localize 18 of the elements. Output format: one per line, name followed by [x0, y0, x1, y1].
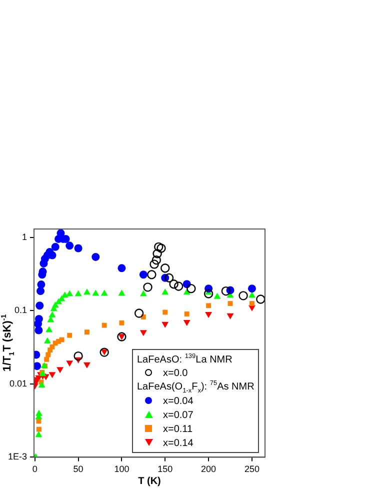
legend-label: x=0.11: [163, 424, 193, 435]
legend-label: x=0.07: [163, 410, 194, 421]
y-tick-label: 1E-3: [8, 452, 27, 462]
x-tick-label: 200: [201, 464, 216, 474]
annotation: LaFeAs(O$_{1-x}$F$_{x}$): $^{75}$As NMR: [137, 380, 254, 394]
y-tick-label: 0.1: [14, 305, 27, 316]
y-tick-label: 0.01: [9, 378, 27, 388]
legend-label: x=0.04: [163, 396, 194, 407]
x-axis-title: T (K): [137, 476, 162, 488]
x-tick-label: 0: [32, 464, 38, 474]
x-tick-label: 250: [244, 464, 260, 474]
legend-label: x=0.0: [163, 368, 188, 379]
x-tick-label: 50: [73, 464, 84, 474]
legend-title: LaFeAsO: $^{139}$La NMR: [137, 353, 232, 366]
x-tick-label: 150: [158, 464, 173, 474]
legend-label: x=0.14: [163, 438, 194, 449]
x-tick-label: 100: [114, 464, 130, 474]
y-tick-label: 1: [22, 232, 27, 242]
